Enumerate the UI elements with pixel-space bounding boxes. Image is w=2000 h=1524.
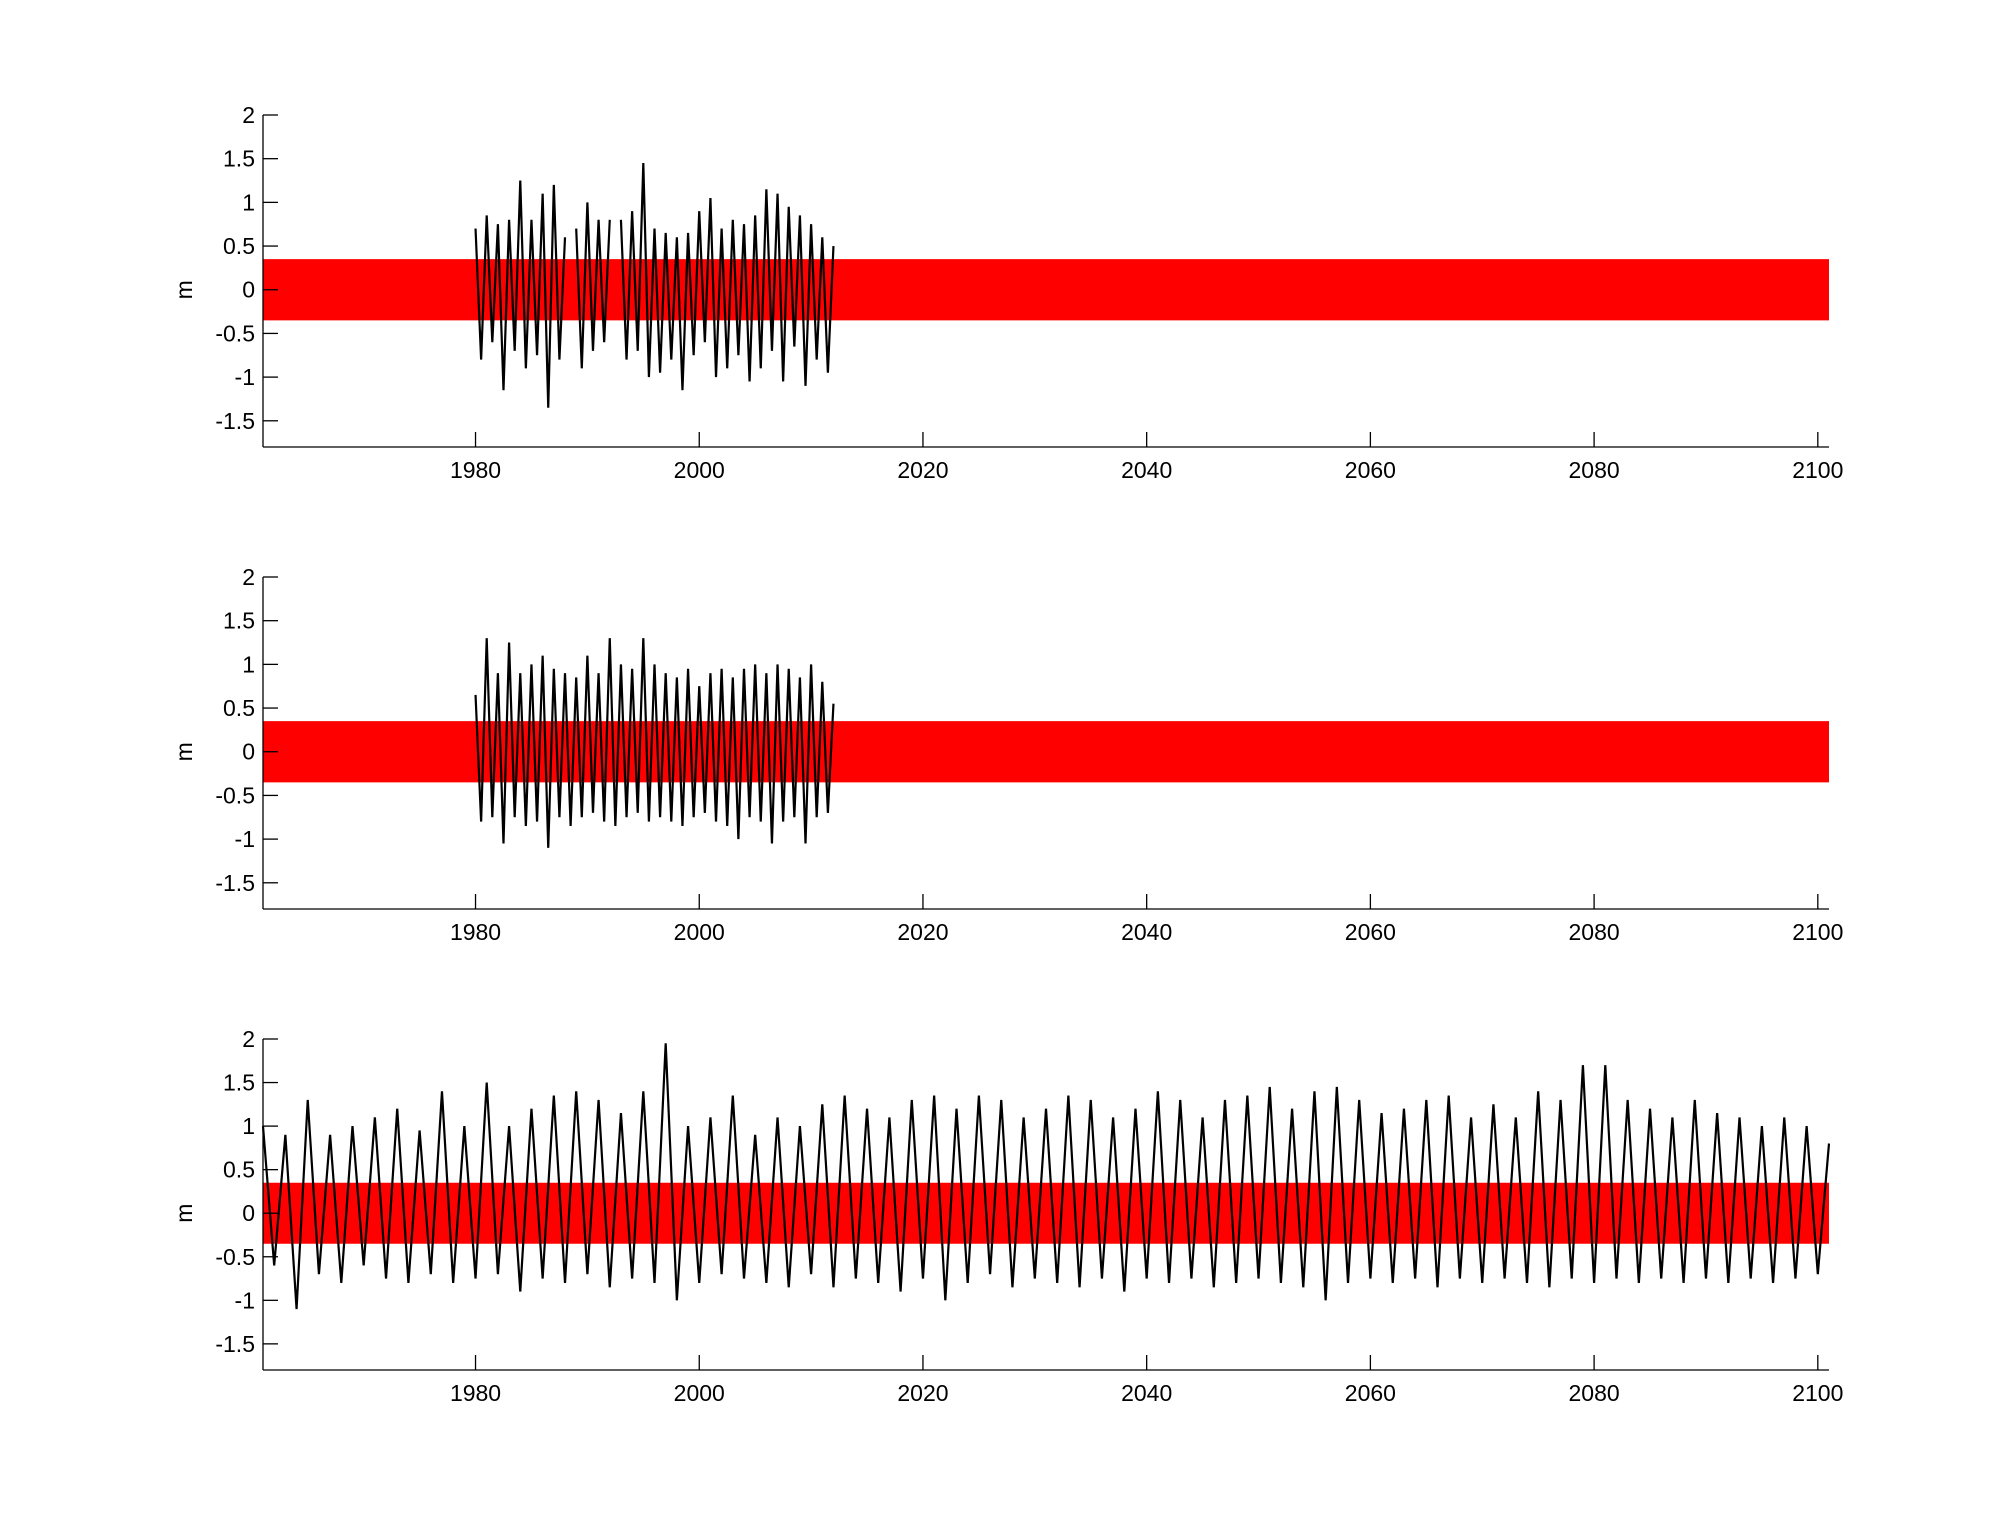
y-axis-label: m bbox=[171, 1204, 197, 1223]
y-axis-label: m bbox=[171, 742, 197, 761]
x-tick-label: 1980 bbox=[450, 457, 501, 483]
x-tick-label: 2080 bbox=[1569, 457, 1620, 483]
x-tick-label: 2000 bbox=[674, 457, 725, 483]
x-tick-label: 2060 bbox=[1345, 1380, 1396, 1406]
band bbox=[263, 259, 1829, 321]
x-tick-label: 2040 bbox=[1121, 919, 1172, 945]
series-line bbox=[474, 163, 835, 408]
y-tick-label: 0 bbox=[242, 739, 255, 765]
band bbox=[263, 1182, 1829, 1244]
x-tick-label: 2040 bbox=[1121, 457, 1172, 483]
y-tick-label: 2 bbox=[242, 102, 255, 128]
y-tick-label: 1.5 bbox=[223, 146, 255, 172]
series-line bbox=[261, 1043, 1831, 1310]
y-tick-label: 2 bbox=[242, 1026, 255, 1052]
y-tick-label: -0.5 bbox=[215, 1244, 255, 1270]
y-tick-label: -1.5 bbox=[215, 1331, 255, 1357]
x-tick-label: 2000 bbox=[674, 1380, 725, 1406]
x-tick-label: 2020 bbox=[897, 919, 948, 945]
x-tick-label: 1980 bbox=[450, 919, 501, 945]
subplot: -1.5 -1 -0.5 0 0.5 1 1.5 2 1980 2000 2020 2040 2060 2… bbox=[171, 564, 1843, 945]
x-tick-label: 2060 bbox=[1345, 919, 1396, 945]
subplot: -1.5 -1 -0.5 0 0.5 1 1.5 2 1980 2000 2020 2040 2060 2… bbox=[171, 102, 1843, 483]
y-tick-label: 0 bbox=[242, 277, 255, 303]
y-axis-label: m bbox=[171, 280, 197, 299]
y-tick-label: -0.5 bbox=[215, 782, 255, 808]
y-tick-label: 2 bbox=[242, 564, 255, 590]
y-tick-label: -0.5 bbox=[215, 320, 255, 346]
y-tick-label: 1.5 bbox=[223, 608, 255, 634]
band bbox=[263, 721, 1829, 783]
y-tick-label: 0 bbox=[242, 1200, 255, 1226]
x-tick-label: 2000 bbox=[674, 919, 725, 945]
y-tick-label: -1 bbox=[235, 1287, 255, 1313]
y-tick-label: -1 bbox=[235, 826, 255, 852]
x-tick-label: 2080 bbox=[1569, 919, 1620, 945]
y-tick-label: 0.5 bbox=[223, 233, 255, 259]
x-tick-label: 2060 bbox=[1345, 457, 1396, 483]
x-tick-label: 2100 bbox=[1792, 457, 1843, 483]
y-tick-label: 1 bbox=[242, 189, 255, 215]
x-tick-label: 2040 bbox=[1121, 1380, 1172, 1406]
y-tick-label: 1 bbox=[242, 1113, 255, 1139]
x-tick-label: 2020 bbox=[897, 1380, 948, 1406]
y-tick-label: 1.5 bbox=[223, 1070, 255, 1096]
y-tick-label: -1 bbox=[235, 364, 255, 390]
subplot: -1.5 -1 -0.5 0 0.5 1 1.5 2 1980 2000 2020 2040 2060 2… bbox=[171, 1026, 1843, 1406]
y-tick-label: -1.5 bbox=[215, 408, 255, 434]
y-tick-label: 0.5 bbox=[223, 1157, 255, 1183]
x-tick-label: 2080 bbox=[1569, 1380, 1620, 1406]
x-tick-label: 2020 bbox=[897, 457, 948, 483]
x-tick-label: 2100 bbox=[1792, 1380, 1843, 1406]
x-tick-label: 2100 bbox=[1792, 919, 1843, 945]
y-tick-label: 0.5 bbox=[223, 695, 255, 721]
y-tick-label: -1.5 bbox=[215, 870, 255, 896]
x-tick-label: 1980 bbox=[450, 1380, 501, 1406]
y-tick-label: 1 bbox=[242, 651, 255, 677]
series-line bbox=[474, 638, 835, 848]
